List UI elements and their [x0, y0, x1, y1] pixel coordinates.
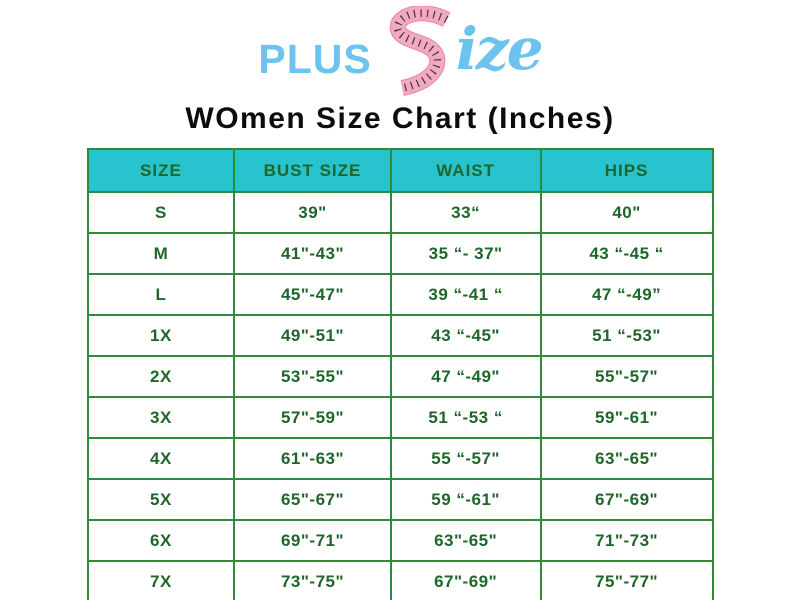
waist-cell: 43 “-45"	[389, 314, 542, 357]
waist-cell: 47 “-49"	[389, 355, 542, 398]
waist-cell: 59 “-61"	[389, 478, 542, 521]
size-cell: 6X	[86, 519, 236, 562]
bust-cell: 45"-47"	[233, 273, 392, 316]
bust-cell: 61"-63"	[233, 437, 392, 480]
column-header-bust: BUST SIZE	[233, 148, 392, 193]
table-row: 7X 73"-75" 67"-69" 75"-77"	[86, 560, 714, 600]
size-cell: 1X	[86, 314, 236, 357]
bust-cell: 41"-43"	[233, 232, 392, 275]
column-header-hips: HIPS	[539, 148, 714, 193]
size-cell: S	[86, 191, 236, 234]
table-row: 3X 57"-59" 51 “-53 “59"-61"	[86, 396, 714, 439]
bust-cell: 49"-51"	[233, 314, 392, 357]
size-table-header: SIZE BUST SIZE WAIST HIPS	[86, 148, 714, 193]
waist-cell: 35 “- 37"	[389, 232, 542, 275]
hips-cell: 75"-77"	[539, 560, 714, 600]
table-row: M 41"-43" 35 “- 37" 43 “-45 “	[86, 232, 714, 275]
hips-cell: 43 “-45 “	[539, 232, 714, 275]
size-cell: 4X	[86, 437, 236, 480]
hips-cell: 71"-73"	[539, 519, 714, 562]
bust-cell: 73"-75"	[233, 560, 392, 600]
bust-cell: 53"-55"	[233, 355, 392, 398]
page-title: WOmen Size Chart (Inches)	[185, 102, 615, 135]
table-row: 4X 61"-63" 55 “-57" 63"-65"	[86, 437, 714, 480]
hips-cell: 55"-57"	[539, 355, 714, 398]
hips-cell: 40"	[539, 191, 714, 234]
bust-cell: 57"-59"	[233, 396, 392, 439]
waist-cell: 67"-69"	[389, 560, 542, 600]
table-row: 5X 65"-67" 59 “-61" 67"-69"	[86, 478, 714, 521]
hips-cell: 63"-65"	[539, 437, 714, 480]
bust-cell: 69"-71"	[233, 519, 392, 562]
hips-cell: 51 “-53"	[539, 314, 714, 357]
waist-cell: 63"-65"	[389, 519, 542, 562]
table-row: 6X 69"-71" 63"-65" 71"-73"	[86, 519, 714, 562]
column-header-waist: WAIST	[389, 148, 542, 193]
logo-plus-text: PLUS	[258, 36, 372, 82]
measuring-tape-s-icon	[389, 6, 451, 96]
waist-cell: 55 “-57"	[389, 437, 542, 480]
table-row: 1X 49"-51" 43 “-45" 51 “-53"	[86, 314, 714, 357]
size-cell: L	[86, 273, 236, 316]
size-cell: 2X	[86, 355, 236, 398]
logo-size-text: ize	[455, 15, 544, 83]
waist-cell: 39 “-41 “	[389, 273, 542, 316]
size-cell: M	[86, 232, 236, 275]
size-table: SIZE BUST SIZE WAIST HIPS S 39" 33“ 40" M 41"-43…	[86, 148, 714, 600]
column-header-size: SIZE	[86, 148, 236, 193]
table-row: S 39" 33“ 40"	[86, 191, 714, 234]
size-cell: 7X	[86, 560, 236, 600]
size-table-body: S 39" 33“ 40" M 41"-43" 35 “- 37" 43 “-45 “L 45"…	[86, 191, 714, 600]
hips-cell: 59"-61"	[539, 396, 714, 439]
table-row: L 45"-47" 39 “-41 “47 “-49”	[86, 273, 714, 316]
hips-cell: 47 “-49”	[539, 273, 714, 316]
header-row: SIZE BUST SIZE WAIST HIPS	[86, 148, 714, 193]
size-cell: 3X	[86, 396, 236, 439]
bust-cell: 39"	[233, 191, 392, 234]
waist-cell: 33“	[389, 191, 542, 234]
waist-cell: 51 “-53 “	[389, 396, 542, 439]
brand-logo: PLUS ize	[0, 6, 800, 100]
table-row: 2X 53"-55" 47 “-49" 55"-57"	[86, 355, 714, 398]
size-cell: 5X	[86, 478, 236, 521]
hips-cell: 67"-69"	[539, 478, 714, 521]
bust-cell: 65"-67"	[233, 478, 392, 521]
